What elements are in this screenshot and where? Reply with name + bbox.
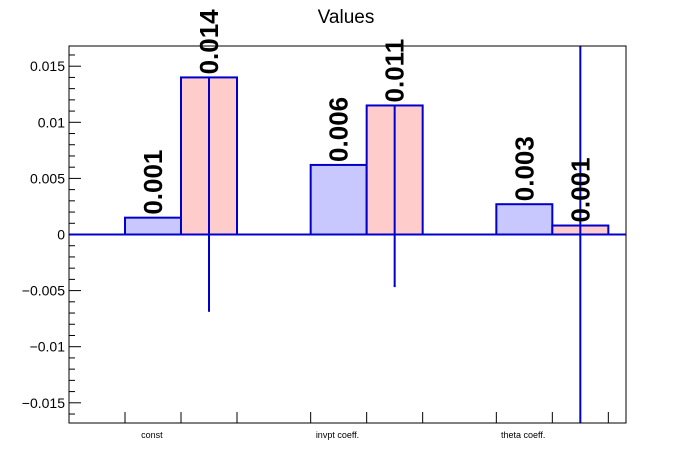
category-label: const xyxy=(141,430,163,440)
bar-value-label: 0.003 xyxy=(509,136,539,201)
bar-value-label: 0.001 xyxy=(565,157,595,222)
y-tick-label: 0 xyxy=(57,227,65,243)
plot-area: 0.015 0.01 0.005 0 −0.005 −0.01 −0.015 const inv… xyxy=(22,9,626,440)
bar-value-label: 0.001 xyxy=(138,150,168,215)
bar-value-label: 0.006 xyxy=(324,97,354,162)
plot-frame xyxy=(68,45,627,424)
y-tick-label: −0.01 xyxy=(30,339,66,355)
y-tick-label: 0.01 xyxy=(38,114,65,130)
y-tick-label: 0.005 xyxy=(30,170,65,186)
bar-value-label: 0.014 xyxy=(194,9,224,75)
y-tick-label: −0.005 xyxy=(22,283,65,299)
bar-value-label: 0.011 xyxy=(380,39,410,103)
bar xyxy=(124,216,182,236)
category-label: theta coeff. xyxy=(501,430,545,440)
bar xyxy=(495,203,554,236)
y-tick-label: 0.015 xyxy=(30,58,65,74)
chart-title: Values xyxy=(318,7,375,28)
bar xyxy=(309,163,368,236)
y-tick-label: −0.015 xyxy=(22,395,65,411)
category-label: invpt coeff. xyxy=(316,430,359,440)
